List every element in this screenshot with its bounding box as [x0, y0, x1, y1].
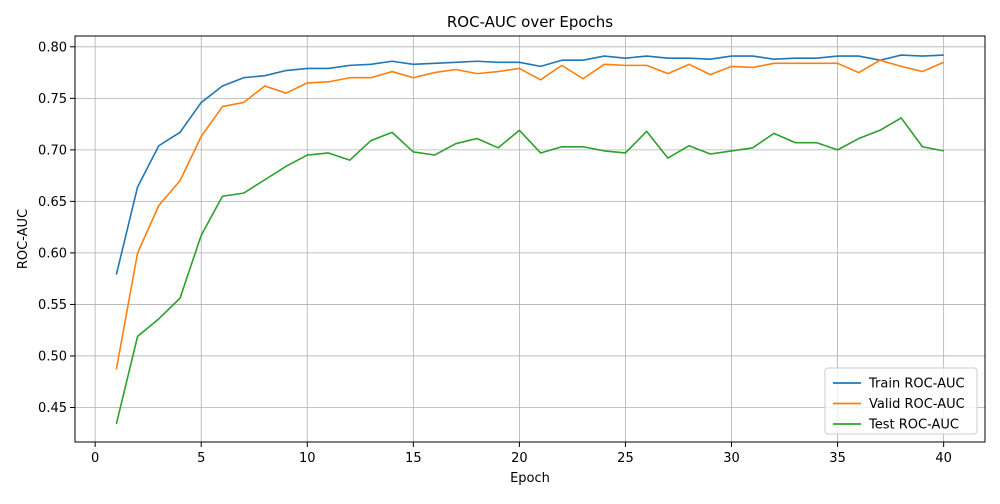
y-tick-label: 0.75 — [38, 92, 67, 107]
train-roc-auc-line — [115, 54, 944, 275]
test-roc-auc-line — [115, 117, 944, 425]
x-tick-label: 0 — [91, 451, 99, 466]
axis-ticks: 0 5 10 15 20 25 30 35 40 0.45 0.50 0.55 0.60 0.65 0.70… — [38, 40, 952, 466]
valid-roc-auc-line — [115, 59, 944, 370]
y-tick-label: 0.45 — [38, 401, 67, 416]
x-tick-label: 25 — [617, 451, 634, 466]
plot-area-frame — [74, 35, 986, 443]
y-tick-label: 0.80 — [38, 40, 67, 55]
y-tick-label: 0.60 — [38, 246, 67, 261]
y-tick-label: 0.50 — [38, 349, 67, 364]
legend-label-test-roc-auc: Test ROC-AUC — [868, 418, 959, 433]
legend-box — [824, 367, 978, 435]
y-tick-label: 0.55 — [38, 298, 67, 313]
chart-title: ROC-AUC over Epochs — [447, 13, 613, 31]
legend-label-train-roc-auc: Train ROC-AUC — [868, 377, 965, 392]
legend-label-valid-roc-auc: Valid ROC-AUC — [869, 397, 965, 412]
x-tick-label: 10 — [299, 451, 316, 466]
x-tick-label: 30 — [723, 451, 740, 466]
y-axis-label: ROC-AUC — [16, 209, 31, 269]
x-axis-label: Epoch — [510, 471, 550, 486]
legend: Train ROC-AUC Valid ROC-AUC Test ROC-AUC — [824, 367, 978, 435]
x-tick-label: 40 — [935, 451, 952, 466]
x-tick-label: 5 — [197, 451, 205, 466]
series-lines — [115, 54, 944, 425]
y-tick-label: 0.70 — [38, 143, 67, 158]
x-tick-label: 15 — [405, 451, 422, 466]
x-tick-label: 20 — [511, 451, 528, 466]
y-tick-label: 0.65 — [38, 195, 67, 210]
x-tick-label: 35 — [829, 451, 846, 466]
